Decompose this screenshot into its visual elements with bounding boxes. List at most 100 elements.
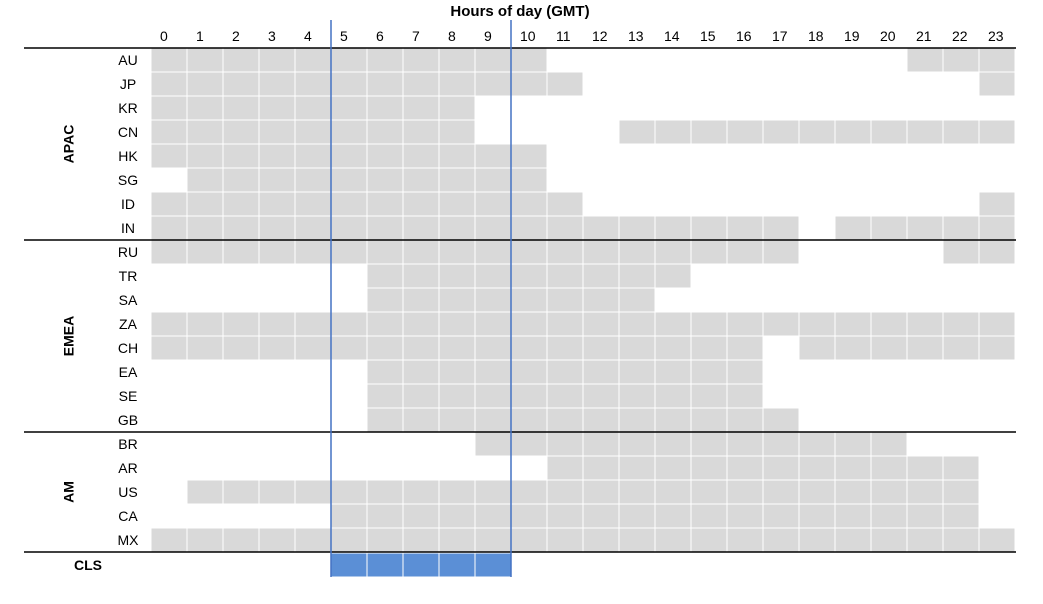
cell-IN-1 [186,215,224,241]
cell-MX-4 [294,527,332,553]
cell-MX-19 [834,527,872,553]
cell-ID-11 [546,191,584,217]
cell-ID-10 [510,191,548,217]
hour-label-18: 18 [808,28,824,44]
cell-AR-21 [906,455,944,481]
cell-CH-19 [834,335,872,361]
cell-ID-5 [330,191,368,217]
cell-CA-6 [366,503,404,529]
cell-ZA-6 [366,311,404,337]
cell-CA-15 [690,503,728,529]
cell-KR-4 [294,95,332,121]
cell-SG-4 [294,167,332,193]
cell-AU-1 [186,47,224,73]
region-label-apac: APAC [61,125,77,164]
cls-cell-8 [438,552,476,578]
cell-CA-16 [726,503,764,529]
cell-SE-6 [366,383,404,409]
cell-BR-12 [582,431,620,457]
cell-ZA-17 [762,311,800,337]
cell-AU-5 [330,47,368,73]
cell-CN-4 [294,119,332,145]
cell-TR-13 [618,263,656,289]
country-label-GB: GB [118,412,138,428]
cell-IN-19 [834,215,872,241]
cell-IN-16 [726,215,764,241]
cell-CH-8 [438,335,476,361]
country-label-AU: AU [118,52,137,68]
cell-JP-10 [510,71,548,97]
cell-ID-2 [222,191,260,217]
cell-ZA-0 [150,311,188,337]
cell-ZA-4 [294,311,332,337]
cell-US-3 [258,479,296,505]
cell-GB-7 [402,407,440,433]
cell-CA-9 [474,503,512,529]
cell-US-11 [546,479,584,505]
cell-RU-14 [654,239,692,265]
cell-CH-7 [402,335,440,361]
cell-US-6 [366,479,404,505]
cell-CN-3 [258,119,296,145]
cell-RU-17 [762,239,800,265]
cell-CN-2 [222,119,260,145]
cell-SE-12 [582,383,620,409]
cell-CH-13 [618,335,656,361]
cell-ZA-5 [330,311,368,337]
cell-EA-16 [726,359,764,385]
cell-JP-0 [150,71,188,97]
cell-SG-3 [258,167,296,193]
cell-GB-11 [546,407,584,433]
cell-CA-18 [798,503,836,529]
cell-ZA-21 [906,311,944,337]
cell-AU-10 [510,47,548,73]
cell-ZA-22 [942,311,980,337]
cell-TR-12 [582,263,620,289]
cell-TR-11 [546,263,584,289]
cls-cell-9 [474,552,512,578]
cell-CH-5 [330,335,368,361]
cell-CA-12 [582,503,620,529]
hour-label-15: 15 [700,28,716,44]
cell-JP-9 [474,71,512,97]
cell-TR-10 [510,263,548,289]
cell-HK-4 [294,143,332,169]
cell-CH-20 [870,335,908,361]
cell-SE-11 [546,383,584,409]
cell-RU-15 [690,239,728,265]
hour-label-21: 21 [916,28,932,44]
cell-AU-8 [438,47,476,73]
country-label-EA: EA [119,364,138,380]
cell-IN-22 [942,215,980,241]
cell-CH-1 [186,335,224,361]
cell-IN-5 [330,215,368,241]
cell-ZA-19 [834,311,872,337]
cell-MX-11 [546,527,584,553]
cell-SG-8 [438,167,476,193]
cell-AU-7 [402,47,440,73]
cell-MX-22 [942,527,980,553]
cell-IN-8 [438,215,476,241]
cell-ZA-13 [618,311,656,337]
cell-SE-13 [618,383,656,409]
hour-label-23: 23 [988,28,1004,44]
cell-MX-17 [762,527,800,553]
cell-SE-8 [438,383,476,409]
cell-BR-15 [690,431,728,457]
cell-AR-18 [798,455,836,481]
cell-CA-5 [330,503,368,529]
cell-CA-20 [870,503,908,529]
cell-JP-3 [258,71,296,97]
cell-SA-6 [366,287,404,313]
cell-JP-11 [546,71,584,97]
cell-BR-20 [870,431,908,457]
cell-RU-8 [438,239,476,265]
cell-CH-15 [690,335,728,361]
cell-SE-15 [690,383,728,409]
cell-CA-22 [942,503,980,529]
cell-MX-10 [510,527,548,553]
country-label-KR: KR [118,100,137,116]
cell-MX-12 [582,527,620,553]
cell-ID-7 [402,191,440,217]
cell-IN-23 [978,215,1016,241]
